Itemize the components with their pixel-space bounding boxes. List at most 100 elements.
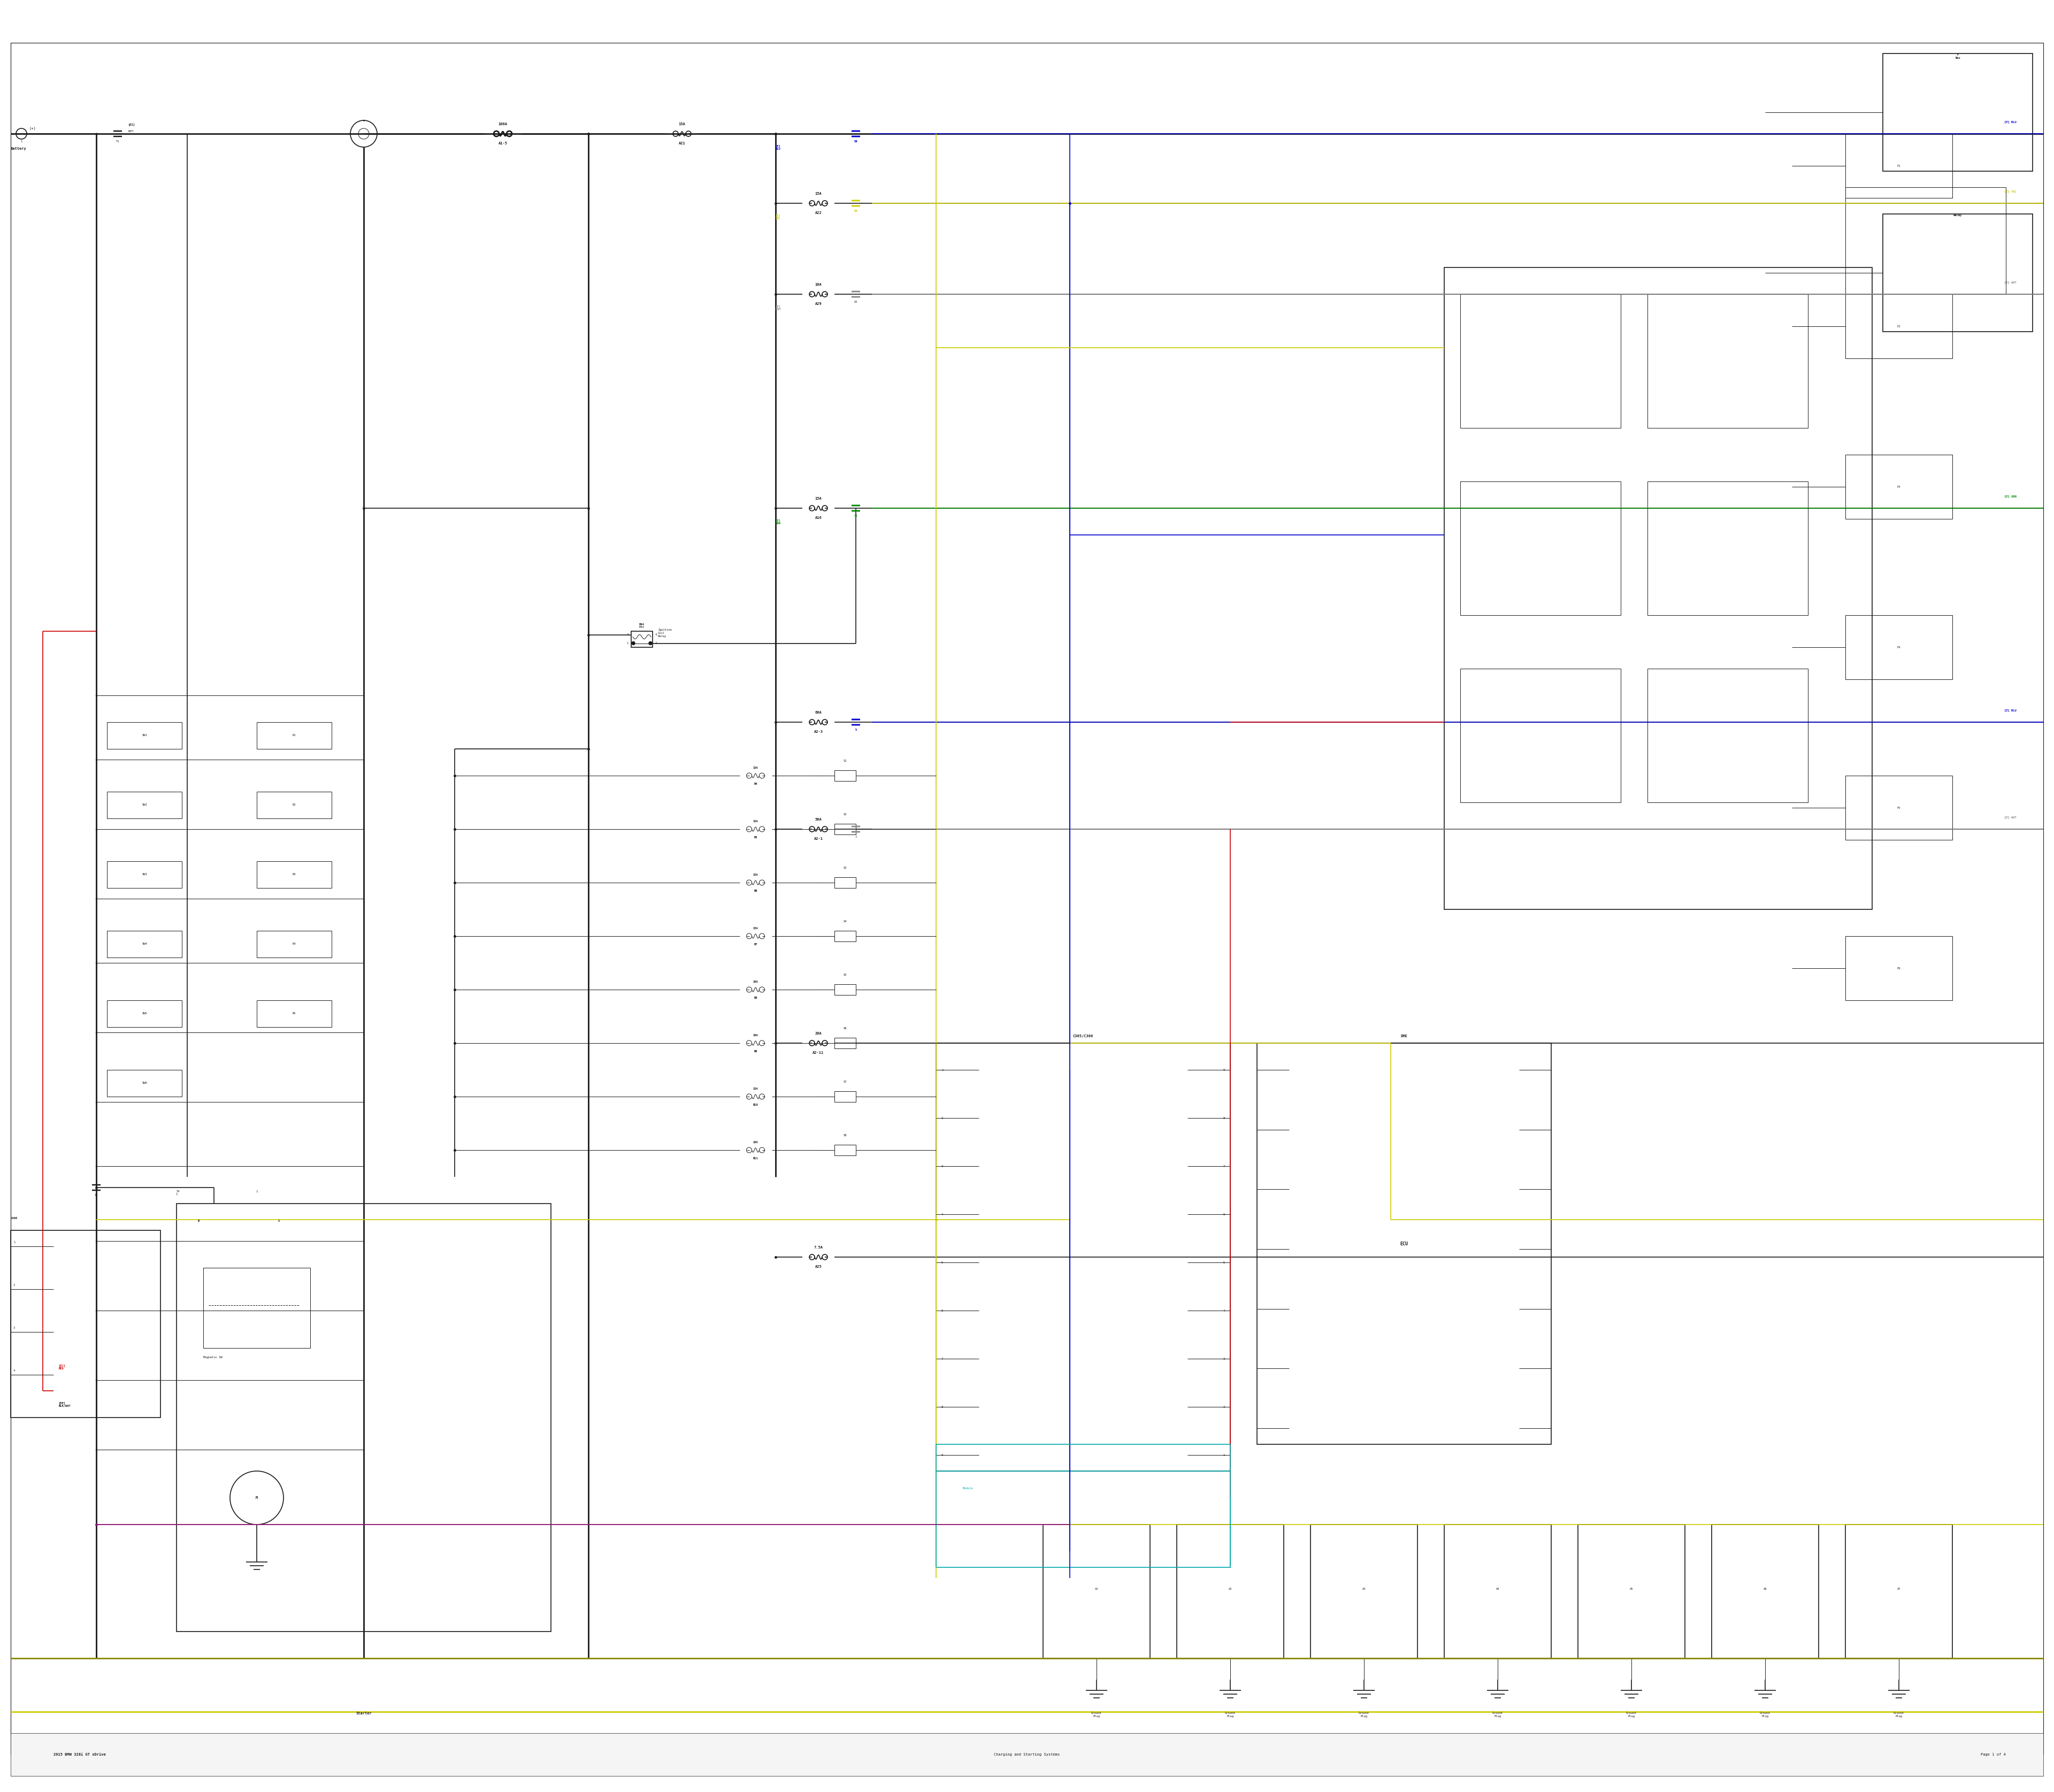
Text: F5: F5 bbox=[1898, 806, 1900, 808]
Text: A2-1: A2-1 bbox=[813, 837, 824, 840]
Text: S1: S1 bbox=[844, 760, 846, 762]
Text: A16: A16 bbox=[815, 516, 822, 520]
Text: F
Box: F Box bbox=[1955, 54, 1960, 59]
Bar bbox=[834, 878, 857, 889]
Text: S3: S3 bbox=[844, 867, 846, 869]
Bar bbox=[834, 771, 857, 781]
Text: 10A: 10A bbox=[815, 283, 822, 287]
Bar bbox=[1844, 615, 1953, 679]
Text: [E]
WHT: [E] WHT bbox=[776, 305, 781, 310]
Text: M44: M44 bbox=[639, 625, 645, 629]
Bar bbox=[1177, 1525, 1284, 1658]
Text: 20A: 20A bbox=[815, 1032, 822, 1036]
Bar bbox=[834, 930, 857, 941]
Text: [E]
YEL: [E] YEL bbox=[776, 213, 781, 220]
Text: [E] WHT: [E] WHT bbox=[2005, 281, 2017, 283]
Text: A4: A4 bbox=[1495, 1588, 1499, 1590]
Bar bbox=[1043, 1525, 1150, 1658]
Text: [E]
GRN: [E] GRN bbox=[776, 520, 781, 525]
Text: 15A: 15A bbox=[754, 873, 758, 876]
Text: Battery: Battery bbox=[10, 147, 27, 151]
Bar bbox=[1647, 294, 1808, 428]
Text: 58: 58 bbox=[854, 140, 859, 143]
Text: SW6: SW6 bbox=[142, 1082, 148, 1084]
Text: R3: R3 bbox=[292, 873, 296, 876]
Text: F6: F6 bbox=[1898, 968, 1900, 969]
Text: 15A: 15A bbox=[815, 192, 822, 195]
Text: A2: A2 bbox=[1228, 1588, 1232, 1590]
Bar bbox=[10, 1733, 2044, 1776]
Text: A3: A3 bbox=[1362, 1588, 1366, 1590]
Text: S8: S8 bbox=[844, 1134, 846, 1136]
Text: DME: DME bbox=[1401, 1034, 1407, 1038]
Text: S7: S7 bbox=[844, 1081, 846, 1082]
Text: Ignition
Coil
Relay: Ignition Coil Relay bbox=[657, 629, 672, 638]
Text: Magnetic SW: Magnetic SW bbox=[203, 1357, 222, 1358]
Bar bbox=[834, 984, 857, 995]
Text: SW5: SW5 bbox=[142, 1012, 148, 1014]
Text: SW2: SW2 bbox=[142, 805, 148, 806]
Bar bbox=[107, 792, 183, 819]
Text: SW4: SW4 bbox=[142, 943, 148, 946]
Text: [E] GRN: [E] GRN bbox=[2005, 495, 2017, 498]
Text: 59: 59 bbox=[854, 210, 859, 213]
Text: 7.5A: 7.5A bbox=[813, 1245, 824, 1249]
Text: 60A: 60A bbox=[815, 711, 822, 715]
Text: WHT: WHT bbox=[127, 131, 134, 133]
Bar bbox=[1844, 1525, 1953, 1658]
Text: 10A: 10A bbox=[754, 1034, 758, 1038]
Bar bbox=[937, 1471, 1230, 1568]
Bar bbox=[937, 1043, 1230, 1471]
Text: A5: A5 bbox=[1629, 1588, 1633, 1590]
Bar bbox=[107, 862, 183, 889]
Bar bbox=[257, 1000, 331, 1027]
Bar bbox=[1460, 294, 1621, 428]
Bar bbox=[257, 862, 331, 889]
Bar bbox=[1577, 1525, 1684, 1658]
Text: Ground
Plug: Ground Plug bbox=[1224, 1711, 1234, 1717]
Text: A25: A25 bbox=[815, 1265, 822, 1269]
Bar bbox=[1844, 455, 1953, 520]
Circle shape bbox=[633, 642, 635, 645]
Text: R2: R2 bbox=[292, 805, 296, 806]
Text: S5: S5 bbox=[844, 973, 846, 977]
Text: A1-5: A1-5 bbox=[499, 142, 507, 145]
Text: B11: B11 bbox=[754, 1158, 758, 1159]
Circle shape bbox=[649, 642, 651, 645]
Text: M: M bbox=[255, 1496, 259, 1500]
Text: [E] WHT: [E] WHT bbox=[2005, 815, 2017, 819]
Text: B10: B10 bbox=[754, 1104, 758, 1106]
Text: ECU: ECU bbox=[1401, 1242, 1409, 1245]
Text: S4: S4 bbox=[844, 919, 846, 923]
Text: C406: C406 bbox=[10, 1217, 18, 1220]
Bar bbox=[107, 930, 183, 957]
Bar bbox=[1884, 54, 2033, 172]
Text: Ground
Plug: Ground Plug bbox=[1091, 1711, 1101, 1717]
Text: [EJ]
RED: [EJ] RED bbox=[60, 1364, 66, 1369]
Text: F1: F1 bbox=[1898, 165, 1900, 167]
Text: A29: A29 bbox=[815, 303, 822, 305]
Bar bbox=[203, 1267, 310, 1348]
Text: B9: B9 bbox=[754, 1050, 758, 1052]
Text: 15A: 15A bbox=[754, 1088, 758, 1090]
Bar bbox=[107, 1000, 183, 1027]
Text: Ground
Plug: Ground Plug bbox=[1493, 1711, 1504, 1717]
Bar bbox=[257, 930, 331, 957]
Bar bbox=[107, 722, 183, 749]
Bar bbox=[257, 722, 331, 749]
Text: Ground
Plug: Ground Plug bbox=[1627, 1711, 1637, 1717]
Text: [EI]: [EI] bbox=[127, 124, 136, 125]
Bar bbox=[631, 631, 653, 647]
Bar bbox=[1460, 482, 1621, 615]
Text: B4: B4 bbox=[754, 783, 758, 785]
Text: [E]
BLU: [E] BLU bbox=[776, 145, 781, 151]
Text: 15A: 15A bbox=[678, 122, 686, 125]
Text: (+): (+) bbox=[29, 127, 37, 131]
Text: B6: B6 bbox=[754, 889, 758, 892]
Text: F3: F3 bbox=[1898, 486, 1900, 487]
Text: B8: B8 bbox=[754, 996, 758, 1000]
Text: Starter: Starter bbox=[355, 1711, 372, 1715]
Bar bbox=[834, 1145, 857, 1156]
Bar bbox=[10, 1231, 160, 1417]
Text: Ground
Plug: Ground Plug bbox=[1360, 1711, 1370, 1717]
